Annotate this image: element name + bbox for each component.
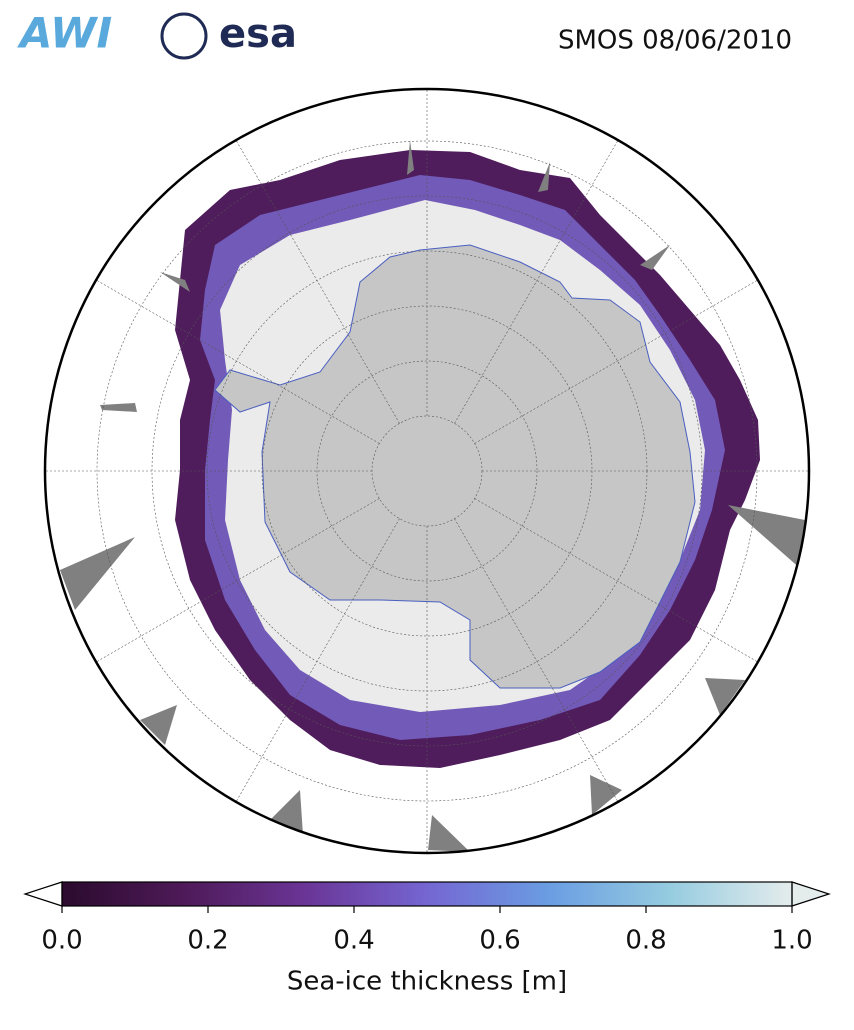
latitude-ring bbox=[316, 360, 538, 582]
esa-logo-mark bbox=[160, 12, 208, 60]
colorbar-extend-low bbox=[23, 881, 63, 907]
colorbar-tick-label: 0.0 bbox=[41, 926, 82, 956]
colorbar-frame bbox=[61, 881, 793, 907]
awi-logo: AWI bbox=[17, 9, 112, 58]
map bbox=[45, 89, 809, 853]
colorbar-tick-label: 0.6 bbox=[479, 926, 520, 956]
colorbar-extend-high bbox=[791, 881, 831, 907]
map-frame bbox=[43, 87, 811, 855]
colorbar-label: Sea-ice thickness [m] bbox=[287, 967, 567, 997]
graticule bbox=[45, 89, 809, 853]
antarctica bbox=[214, 244, 696, 689]
colorbar: Sea-ice thickness [m] 0.0 0.2 0.4 0.6 0.8 1.0 bbox=[23, 881, 831, 997]
esa-logo: esa bbox=[219, 11, 297, 57]
colorbar-body bbox=[62, 882, 792, 906]
colorbar-tick-label: 0.8 bbox=[625, 926, 666, 956]
colorbar-tick-label: 0.2 bbox=[187, 926, 228, 956]
map-title: SMOS 08/06/2010 bbox=[558, 26, 792, 56]
colorbar-tick-label: 0.4 bbox=[333, 926, 374, 956]
colorbar-tick-label: 1.0 bbox=[771, 926, 812, 956]
latitude-ring bbox=[96, 140, 758, 802]
